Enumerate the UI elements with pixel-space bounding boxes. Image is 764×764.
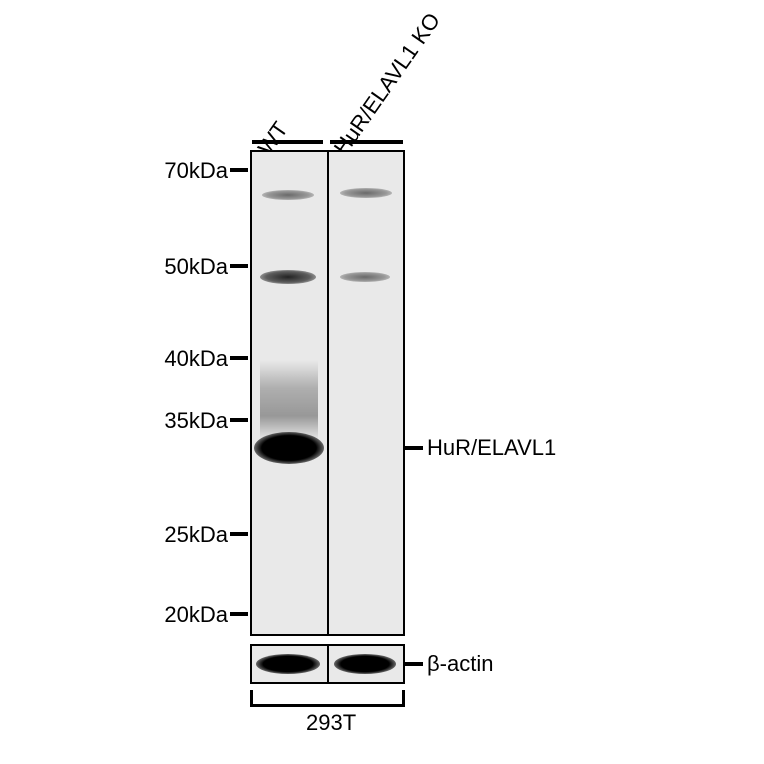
band-wt-50 [260, 270, 316, 284]
band-actin-ko [334, 654, 396, 674]
band-ko-50 [340, 272, 390, 282]
band-ko-70 [340, 188, 392, 198]
actin-blot-lane-divider [327, 646, 329, 682]
mw-tick-35 [230, 418, 248, 422]
lane-underline-wt [252, 140, 323, 144]
band-wt-target [254, 432, 324, 464]
lane-label-ko: HuR/ELAVL1 KO [329, 8, 446, 160]
mw-tick-40 [230, 356, 248, 360]
mw-label-50: 50kDa [150, 254, 228, 280]
western-blot-figure: WT HuR/ELAVL1 KO 70kDa 50kDa 40kDa 35kDa… [0, 0, 764, 764]
target-tick [405, 446, 423, 450]
mw-tick-25 [230, 532, 248, 536]
mw-label-70: 70kDa [150, 158, 228, 184]
lane-underline-ko [330, 140, 403, 144]
smear-wt [260, 360, 318, 440]
target-label: HuR/ELAVL1 [427, 435, 556, 461]
cell-line-label: 293T [306, 710, 356, 736]
band-wt-70 [262, 190, 314, 200]
mw-label-25: 25kDa [150, 522, 228, 548]
actin-label: β-actin [427, 651, 493, 677]
mw-label-35: 35kDa [150, 408, 228, 434]
mw-tick-50 [230, 264, 248, 268]
mw-label-40: 40kDa [150, 346, 228, 372]
mw-tick-20 [230, 612, 248, 616]
main-blot-lane-divider [327, 152, 329, 634]
bracket-bottom [250, 704, 405, 707]
mw-tick-70 [230, 168, 248, 172]
mw-label-20: 20kDa [150, 602, 228, 628]
band-actin-wt [256, 654, 320, 674]
actin-tick [405, 662, 423, 666]
